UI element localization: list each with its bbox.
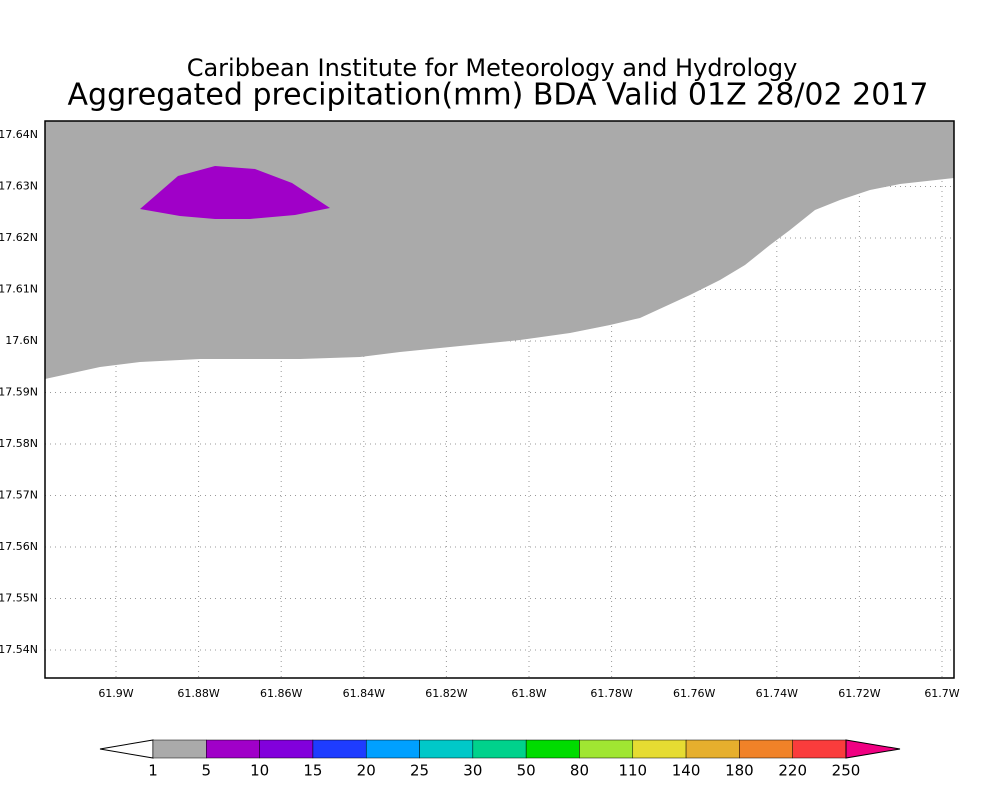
colorbar-label: 110	[618, 762, 647, 780]
colorbar-box	[685, 739, 740, 759]
colorbar-label: 15	[303, 762, 322, 780]
colorbar-label: 80	[570, 762, 589, 780]
lon-label: 61.82W	[425, 687, 467, 700]
lon-label: 61.9W	[98, 687, 133, 700]
colorbar-label: 140	[672, 762, 701, 780]
precip-area	[45, 121, 954, 379]
lon-label: 61.74W	[756, 687, 798, 700]
lat-label: 17.59N	[0, 386, 38, 399]
lon-label: 61.78W	[590, 687, 632, 700]
colorbar-label: 20	[357, 762, 376, 780]
colorbar-label: 250	[832, 762, 861, 780]
precip-area	[140, 166, 330, 219]
colorbar-label: 25	[410, 762, 429, 780]
lat-label: 17.64N	[0, 128, 38, 141]
lon-label: 61.84W	[343, 687, 385, 700]
colorbar-box	[632, 739, 687, 759]
colorbar-box	[739, 739, 793, 759]
colorbar-box	[792, 739, 847, 759]
colorbar-label: 220	[778, 762, 807, 780]
colorbar-box	[525, 739, 580, 759]
lat-label: 17.63N	[0, 180, 38, 193]
colorbar-label: 50	[517, 762, 536, 780]
colorbar-box	[579, 739, 634, 759]
colorbar-box	[312, 739, 367, 759]
lon-label: 61.7W	[924, 687, 959, 700]
lon-label: 61.8W	[511, 687, 546, 700]
colorbar-end	[845, 739, 901, 759]
institute: Caribbean Institute for Meteorology and …	[187, 54, 798, 82]
colorbar: 1 5 10 15 20 25 30 50 80 110 140 180 220 250	[99, 739, 901, 780]
axis-labels: 17.64N 17.63N 17.62N 17.61N 17.6N 17.59N 17.58…	[0, 128, 960, 700]
map-frame	[44, 120, 955, 679]
colorbar-label: 30	[463, 762, 482, 780]
lat-label: 17.54N	[0, 643, 38, 656]
lat-label: 17.58N	[0, 437, 38, 450]
colorbar-box	[472, 739, 527, 759]
colorbar-label: 10	[250, 762, 269, 780]
lat-label: 17.55N	[0, 592, 38, 605]
colorbar-end	[99, 739, 154, 759]
colorbar-box	[365, 739, 420, 759]
colorbar-box	[206, 739, 260, 759]
lat-label: 17.6N	[5, 334, 38, 347]
colorbar-box	[259, 739, 314, 759]
lat-label: 17.62N	[0, 231, 38, 244]
lon-label: 61.88W	[177, 687, 219, 700]
title: Aggregated precipitation(mm) BDA Valid 0…	[68, 78, 929, 113]
colorbar-box	[152, 739, 207, 759]
lat-label: 17.56N	[0, 540, 38, 553]
colorbar-label: 180	[725, 762, 754, 780]
colorbar-label: 1	[148, 762, 158, 780]
colorbar-label: 5	[202, 762, 212, 780]
lon-label: 61.86W	[260, 687, 302, 700]
lat-label: 17.61N	[0, 283, 38, 296]
lon-label: 61.76W	[673, 687, 715, 700]
lon-label: 61.72W	[838, 687, 880, 700]
colorbar-box	[419, 739, 474, 759]
lat-label: 17.57N	[0, 489, 38, 502]
